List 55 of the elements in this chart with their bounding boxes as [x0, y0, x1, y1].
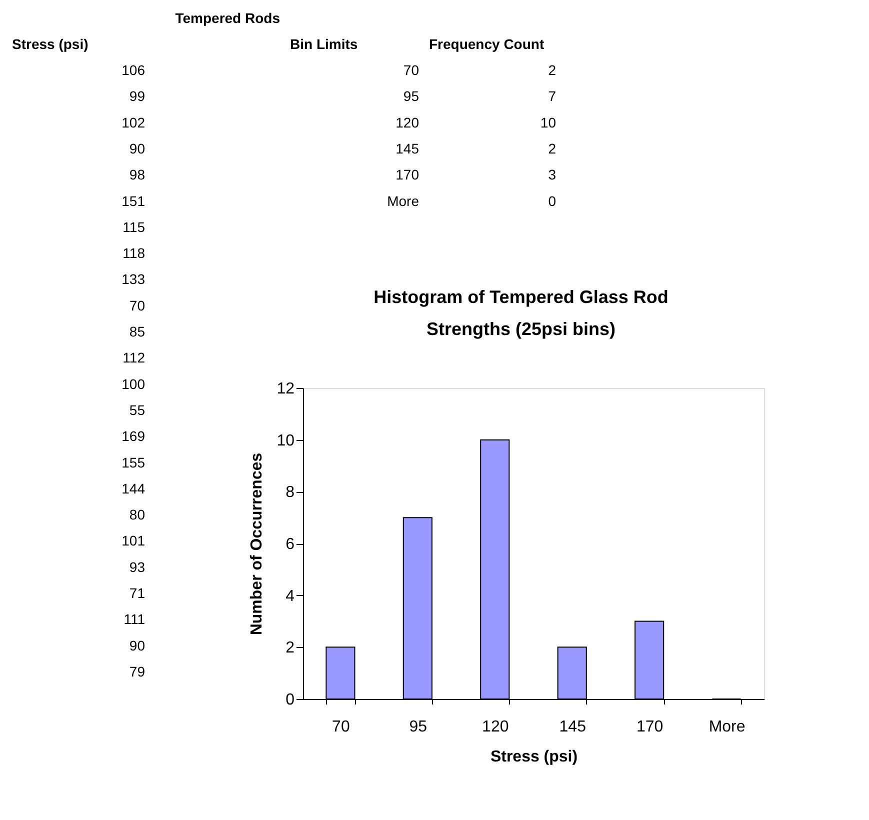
text: 106 — [122, 62, 146, 78]
text: 100 — [122, 376, 146, 392]
y-tick-label: 10 — [276, 432, 295, 450]
text: 3 — [548, 166, 556, 183]
text: 85 — [129, 324, 146, 340]
text: 55 — [129, 402, 146, 418]
x-tick-label: 95 — [409, 718, 428, 736]
text: 90 — [129, 140, 146, 156]
text: 80 — [129, 506, 146, 523]
text: 144 — [122, 480, 146, 496]
text: Tempered Rods — [175, 10, 280, 26]
y-tick-label: 12 — [276, 380, 295, 398]
x-axis-title: Stress (psi) — [490, 748, 578, 766]
text: 115 — [122, 218, 146, 235]
text: 102 — [540, 114, 556, 156]
x-tick-label: More — [708, 718, 746, 736]
x-tick-label: 145 — [559, 718, 586, 736]
chart-title: Histogram of Tempered Glass Rod Strengths (25psi bins) — [374, 287, 668, 339]
text: 70 — [403, 62, 420, 78]
y-tick-label: 6 — [286, 536, 295, 553]
text: 90 — [129, 637, 146, 654]
y-tick-label: 0 — [286, 692, 295, 708]
y-tick-label: 8 — [286, 484, 295, 502]
y-tick-label: 2 — [286, 640, 295, 657]
text: 0 — [548, 192, 556, 209]
text: 7 — [548, 88, 556, 104]
text: 71 — [129, 585, 146, 601]
text: 151 — [122, 192, 146, 209]
text: Frequency Count — [429, 36, 544, 52]
text: 79 — [129, 663, 146, 680]
text: Stress (psi) — [12, 36, 88, 52]
text: 133 — [122, 271, 146, 288]
text: 93 — [129, 558, 146, 575]
text: 98 — [129, 166, 146, 183]
x-tick-label: 70 — [332, 718, 350, 736]
y-tick-label: 4 — [286, 588, 295, 605]
text: 102 — [122, 114, 145, 130]
y-axis-title: Number of Occurrences — [248, 452, 266, 636]
text: 120 — [396, 114, 420, 130]
text: 99 — [129, 88, 146, 104]
text: 155 — [122, 454, 146, 470]
text: 111 — [124, 611, 146, 628]
text: 70 — [129, 297, 146, 314]
text: 169 — [122, 428, 146, 444]
x-tick-label: 170 — [636, 718, 664, 736]
text: 95 — [403, 88, 420, 104]
text: 118 — [122, 245, 146, 262]
text: 170 — [396, 166, 420, 183]
x-tick-label: 120 — [482, 718, 509, 736]
text: 101 — [122, 532, 146, 549]
text: Bin Limits — [290, 36, 358, 52]
text: More — [387, 192, 420, 209]
text: 2 — [548, 62, 556, 78]
text: 112 — [122, 350, 146, 366]
text: 145 — [396, 140, 420, 156]
